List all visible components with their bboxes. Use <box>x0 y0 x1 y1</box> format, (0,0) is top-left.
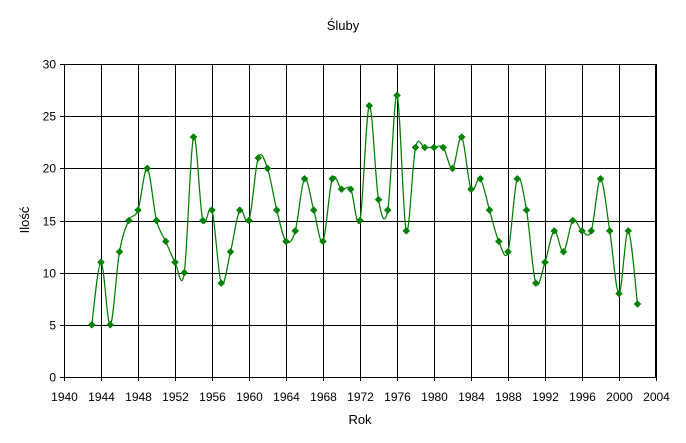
data-point <box>624 227 633 235</box>
x-tick-label: 1944 <box>88 390 115 404</box>
data-point <box>87 320 96 329</box>
x-tick-label: 1968 <box>310 390 337 404</box>
data-point <box>217 279 226 287</box>
data-point <box>300 174 309 183</box>
data-point <box>134 206 142 214</box>
axes <box>60 64 657 381</box>
data-point <box>633 300 642 308</box>
x-tick-label: 2004 <box>643 390 670 404</box>
data-point <box>180 268 189 277</box>
data-point <box>124 216 133 225</box>
data-point <box>198 216 207 225</box>
x-tick-label: 1996 <box>569 390 596 404</box>
data-point <box>97 258 105 267</box>
data-point <box>420 143 429 152</box>
data-point <box>365 101 374 110</box>
x-tick-label: 1984 <box>458 390 485 404</box>
y-tick-label: 30 <box>43 58 57 72</box>
data-point <box>494 237 503 246</box>
data-point <box>254 154 263 162</box>
x-tick-label: 1960 <box>236 390 263 404</box>
data-point <box>328 174 337 183</box>
y-tick-label: 15 <box>43 215 57 229</box>
data-point <box>568 216 577 225</box>
data-point <box>550 227 559 235</box>
data-point <box>143 164 152 173</box>
data-point <box>208 206 216 214</box>
x-axis-tick-labels: 1940 1944 1948 1952 1956 1960 1964 1968 1972 1976… <box>51 390 670 404</box>
data-point <box>504 247 512 256</box>
data-point <box>578 227 586 235</box>
data-point <box>615 289 623 298</box>
x-tick-label: 1980 <box>421 390 448 404</box>
x-tick-label: 1956 <box>199 390 226 404</box>
y-tick-label: 10 <box>43 267 57 281</box>
data-point <box>152 216 161 225</box>
data-point <box>430 143 438 152</box>
data-point <box>291 227 300 235</box>
x-tick-label: 1940 <box>51 390 78 404</box>
y-tick-label: 0 <box>49 371 56 385</box>
y-axis-label: Ilość <box>17 206 32 233</box>
x-tick-label: 1976 <box>384 390 411 404</box>
data-point <box>559 247 568 256</box>
x-tick-label: 1992 <box>532 390 559 404</box>
data-point <box>513 174 522 183</box>
data-point <box>263 164 272 173</box>
y-tick-label: 25 <box>43 110 57 124</box>
data-point <box>596 174 605 183</box>
y-tick-label: 5 <box>49 319 56 333</box>
x-tick-label: 1948 <box>125 390 152 404</box>
data-point <box>161 237 170 246</box>
data-point <box>467 185 475 194</box>
series-group <box>87 91 642 329</box>
data-point <box>356 216 364 225</box>
x-axis-label: Rok <box>348 412 372 427</box>
data-point <box>374 195 383 204</box>
data-point <box>541 258 549 267</box>
series-line <box>91 94 639 326</box>
data-point <box>439 143 448 152</box>
data-point <box>115 247 124 256</box>
data-point <box>393 91 401 100</box>
data-point <box>319 237 327 246</box>
data-point <box>245 216 253 225</box>
data-point <box>171 258 179 267</box>
data-point <box>337 185 346 194</box>
x-tick-label: 2000 <box>606 390 633 404</box>
data-point <box>457 133 466 141</box>
data-point <box>235 206 244 214</box>
data-point <box>226 247 235 256</box>
data-point <box>448 164 457 173</box>
data-point <box>485 206 494 214</box>
y-axis-tick-labels: 0 5 10 15 20 25 30 <box>43 58 57 385</box>
plot-area-border <box>64 64 656 378</box>
data-point <box>272 206 281 214</box>
data-point <box>106 320 115 329</box>
data-point <box>587 227 596 235</box>
data-point <box>531 279 540 287</box>
y-tick-label: 20 <box>43 162 57 176</box>
data-point <box>605 227 614 235</box>
data-point <box>346 185 355 194</box>
x-tick-label: 1972 <box>347 390 374 404</box>
data-point <box>402 227 411 235</box>
data-point <box>522 206 531 214</box>
data-point <box>476 174 485 183</box>
data-point <box>189 133 198 141</box>
data-point <box>282 237 290 246</box>
x-tick-label: 1952 <box>162 390 189 404</box>
data-point <box>411 143 420 152</box>
x-tick-label: 1964 <box>273 390 300 404</box>
data-point <box>383 206 392 214</box>
chart-title: Śluby <box>327 18 360 33</box>
data-point <box>309 206 318 214</box>
x-tick-label: 1988 <box>495 390 522 404</box>
